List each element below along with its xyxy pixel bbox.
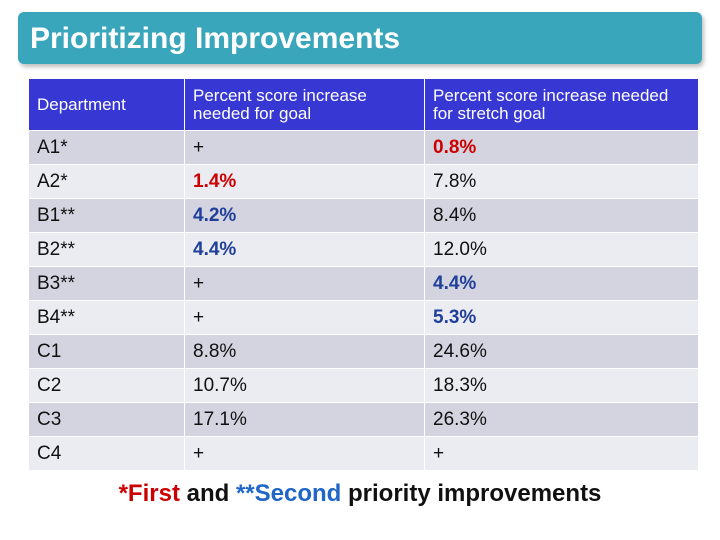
- department-cell: B1**: [28, 198, 185, 233]
- department-cell: A1*: [28, 130, 185, 165]
- department-cell: B4**: [28, 300, 185, 335]
- header-stretch-goal: Percent score increase needed for stretc…: [424, 78, 699, 131]
- stretch-goal-cell: +: [424, 436, 699, 471]
- goal-cell: 4.4%: [184, 232, 425, 267]
- department-cell: B3**: [28, 266, 185, 301]
- goal-cell: +: [184, 130, 425, 165]
- stretch-goal-cell: 8.4%: [424, 198, 699, 233]
- department-cell: C1: [28, 334, 185, 369]
- table-row: B4** +5.3%: [28, 300, 699, 335]
- stretch-goal-cell: 5.3%: [424, 300, 699, 335]
- table-row: A2* 1.4% 7.8%: [28, 164, 699, 199]
- goal-cell: 17.1%: [184, 402, 425, 437]
- table-row: B1** 4.2% 8.4%: [28, 198, 699, 233]
- goal-cell: 1.4%: [184, 164, 425, 199]
- stretch-goal-cell: 24.6%: [424, 334, 699, 369]
- priority-table: Department Percent score increase needed…: [28, 78, 699, 471]
- table-header-row: Department Percent score increase needed…: [28, 78, 699, 131]
- header-department: Department: [28, 78, 185, 131]
- header-goal: Percent score increase needed for goal: [184, 78, 425, 131]
- goal-cell: +: [184, 436, 425, 471]
- footnote-and: and: [179, 480, 236, 507]
- first-priority-label: *First: [118, 480, 180, 507]
- goal-cell: 4.2%: [184, 198, 425, 233]
- second-priority-label: **Second: [235, 480, 342, 507]
- goal-cell: 10.7%: [184, 368, 425, 403]
- table-row: C2 10.7% 18.3%: [28, 368, 699, 403]
- department-cell: A2*: [28, 164, 185, 199]
- table-row: C1 8.8% 24.6%: [28, 334, 699, 369]
- stretch-goal-cell: 0.8%: [424, 130, 699, 165]
- stretch-goal-cell: 18.3%: [424, 368, 699, 403]
- priority-footnote: *First and **Second priority improvement…: [0, 480, 720, 508]
- department-cell: C3: [28, 402, 185, 437]
- stretch-goal-cell: 4.4%: [424, 266, 699, 301]
- department-cell: C4: [28, 436, 185, 471]
- goal-cell: +: [184, 300, 425, 335]
- footnote-tail: priority improvements: [341, 480, 602, 507]
- stretch-goal-cell: 26.3%: [424, 402, 699, 437]
- table-row: C4 + +: [28, 436, 699, 471]
- table-body: A1* +0.8% A2* 1.4% 7.8% B1** 4.2% 8.4% B2** 4.4% 1…: [28, 130, 699, 471]
- table-row: B3** +4.4%: [28, 266, 699, 301]
- goal-cell: 8.8%: [184, 334, 425, 369]
- department-cell: C2: [28, 368, 185, 403]
- table-row: A1* +0.8%: [28, 130, 699, 165]
- stretch-goal-cell: 12.0%: [424, 232, 699, 267]
- department-cell: B2**: [28, 232, 185, 267]
- goal-cell: +: [184, 266, 425, 301]
- table-row: B2** 4.4% 12.0%: [28, 232, 699, 267]
- stretch-goal-cell: 7.8%: [424, 164, 699, 199]
- slide-title: Prioritizing Improvements: [18, 12, 702, 64]
- table-row: C3 17.1% 26.3%: [28, 402, 699, 437]
